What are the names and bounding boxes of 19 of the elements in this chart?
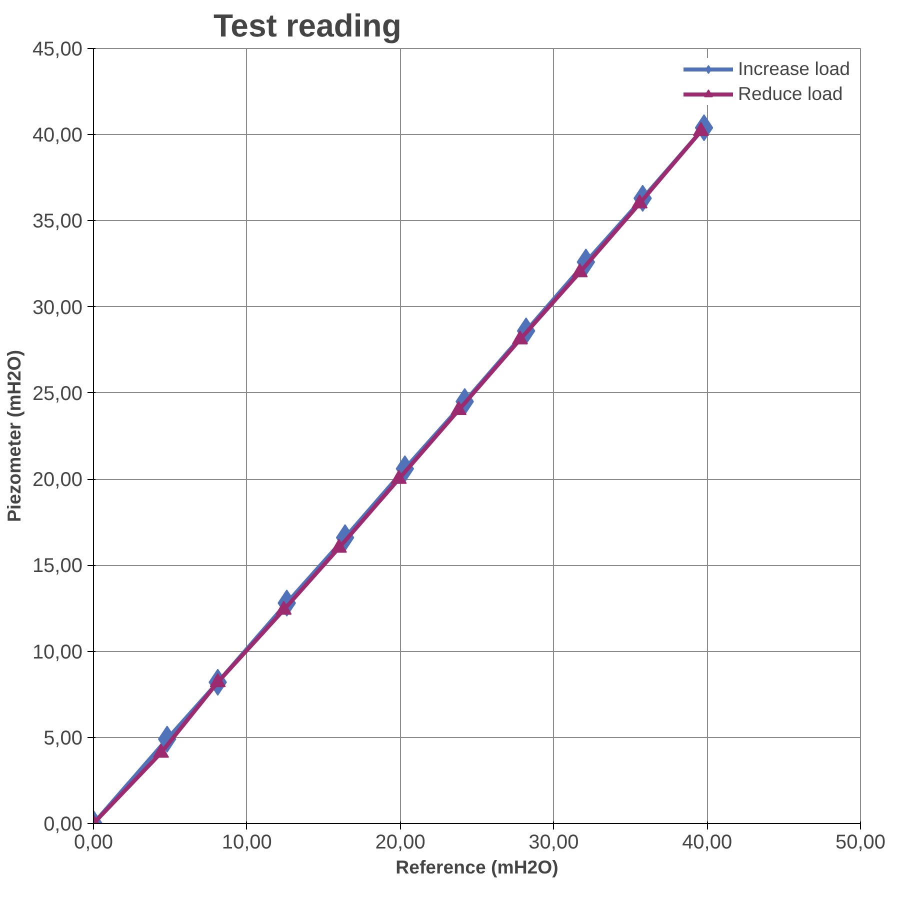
x-tick-label: 30,00: [528, 832, 579, 854]
x-axis-title: Reference (mH2O): [396, 856, 558, 878]
y-tick-label: 35,00: [32, 210, 83, 233]
y-tick-label: 30,00: [32, 296, 83, 319]
chart-title: Test reading: [214, 8, 402, 44]
x-tick-label: 50,00: [835, 832, 886, 854]
x-tick-label: 20,00: [375, 832, 426, 854]
legend-label: Increase load: [738, 58, 850, 80]
y-tick-label: 5,00: [44, 727, 83, 750]
y-axis-title: Piezometer (mH2O): [3, 350, 24, 522]
x-tick-label: 10,00: [222, 832, 272, 854]
legend-label: Reduce load: [738, 83, 843, 105]
y-tick-label: 25,00: [32, 382, 83, 405]
x-tick-label: 40,00: [682, 832, 732, 854]
y-tick-label: 40,00: [32, 124, 83, 147]
y-tick-label: 20,00: [32, 469, 83, 492]
y-tick-label: 10,00: [32, 641, 83, 664]
y-tick-label: 45,00: [32, 38, 83, 60]
y-tick-label: 15,00: [32, 555, 83, 578]
